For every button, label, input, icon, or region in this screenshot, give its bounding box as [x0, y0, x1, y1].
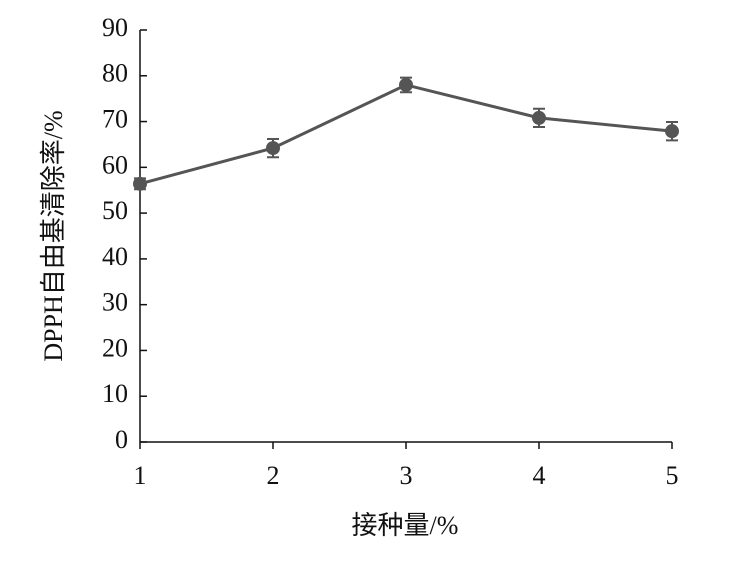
- y-tick-label: 0: [115, 425, 128, 454]
- y-tick-label: 20: [102, 333, 128, 362]
- y-tick-label: 40: [102, 242, 128, 271]
- y-tick-label: 70: [102, 105, 128, 134]
- x-tick-label: 2: [267, 461, 280, 490]
- x-tick-label: 1: [134, 461, 147, 490]
- x-axis-label: 接种量/%: [352, 511, 459, 540]
- y-tick-label: 60: [102, 150, 128, 179]
- data-line: [139, 83, 673, 186]
- data-point: [399, 77, 413, 92]
- y-tick-label: 10: [102, 379, 128, 408]
- y-tick-label: 30: [102, 288, 128, 317]
- y-tick-label: 50: [102, 196, 128, 225]
- data-point: [133, 176, 147, 191]
- y-tick-label: 80: [102, 59, 128, 88]
- data-point: [665, 124, 679, 139]
- x-tick-label: 3: [400, 461, 413, 490]
- x-tick-label: 4: [533, 461, 546, 490]
- x-tick-label: 5: [666, 461, 679, 490]
- y-axis-label: DPPH自由基清除率/%: [39, 110, 68, 361]
- data-point: [532, 110, 546, 125]
- data-point: [266, 141, 280, 156]
- y-tick-label: 90: [102, 13, 128, 42]
